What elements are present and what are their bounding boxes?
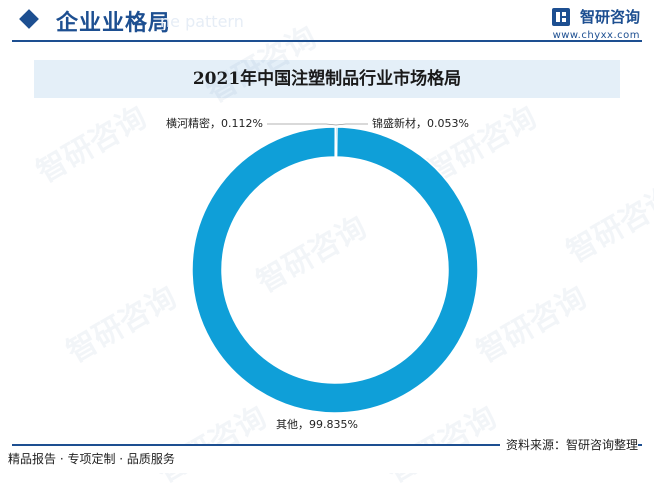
brand-url: www.chyxx.com: [552, 30, 640, 41]
chart-title-bar: 2021年中国注塑制品行业市场格局: [34, 60, 620, 98]
header-divider: [12, 40, 642, 42]
section-subtitle-ghost: ne pattern: [160, 12, 244, 31]
footer-tagline: 精品报告 · 专项定制 · 品质服务: [8, 452, 175, 466]
chart-title: 2021年中国注塑制品行业市场格局: [192, 69, 462, 89]
leader-line: [267, 123, 337, 126]
donut-slice: [334, 126, 338, 158]
header: 企业业格局 ne pattern 智研咨询 www.chyxx.com: [0, 0, 654, 42]
brand-name: 智研咨询: [579, 8, 640, 26]
footer-divider: [12, 444, 642, 446]
data-label: 其他，99.835%: [276, 418, 358, 431]
brand-logo-icon: [551, 7, 570, 26]
brand: 智研咨询 www.chyxx.com: [551, 6, 640, 41]
source-note: 资料来源：智研咨询整理: [499, 436, 638, 453]
donut-slice: [191, 126, 479, 414]
donut-chart: 锦盛新材，0.053% 其他，99.835% 横河精密，0.112%: [166, 116, 479, 431]
section-title: 企业业格局: [56, 11, 172, 36]
leader-line: [335, 123, 368, 126]
data-label: 锦盛新材，0.053%: [372, 116, 469, 130]
data-label: 横河精密，0.112%: [166, 116, 263, 130]
